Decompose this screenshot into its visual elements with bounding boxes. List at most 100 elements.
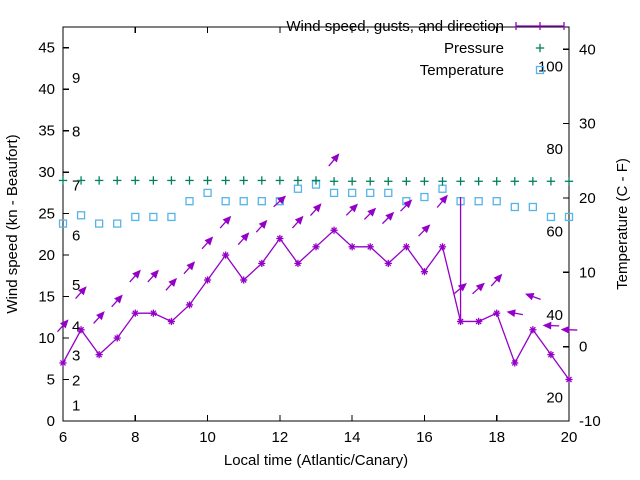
wind-speed-point [258, 260, 265, 267]
chart-legend: Wind speed, gusts, and direction Pressure… [286, 18, 565, 79]
left-axis-title: Wind speed (kn - Beaufort) [4, 134, 21, 313]
left-tick-label: 30 [38, 164, 55, 181]
wind-speed-point [439, 243, 446, 250]
wind-speed-line [62, 229, 570, 380]
temperature-point [167, 212, 176, 222]
bottom-tick-label: 12 [272, 429, 289, 446]
fahrenheit-label: 80 [546, 141, 563, 158]
axis-titles: Wind speed (kn - Beaufort) Local time (At… [4, 134, 631, 469]
temperature-point [492, 197, 501, 206]
gust-arrow-head [525, 293, 535, 301]
gust-arrow-head [439, 194, 448, 204]
plot-frame [62, 26, 570, 422]
temperature-point [438, 184, 447, 193]
gust-arrow-head [421, 224, 431, 234]
gust-arrow-head [186, 261, 196, 271]
temperature-point [420, 192, 429, 202]
temperature-point [131, 212, 140, 222]
beaufort-scale-labels: 1 2 3 4 5 6 7 8 9 [72, 70, 80, 415]
wind-speed-point [493, 310, 500, 317]
gust-arrow-head [277, 195, 287, 205]
gust-arrow-head [349, 203, 359, 213]
wind-speed-point [294, 260, 301, 267]
fahrenheit-label: 100 [538, 59, 563, 76]
gust-arrow-head [475, 282, 485, 292]
wind-speed-point [511, 359, 518, 366]
plot-border [62, 26, 570, 422]
wind-speed-point [96, 351, 103, 358]
right-tick-label: 20 [579, 190, 596, 207]
series-wind-gusts [56, 153, 578, 334]
gust-arrow-head [168, 277, 178, 287]
temperature-point [58, 219, 68, 228]
wind-speed-point [349, 243, 356, 250]
beaufort-label: 2 [72, 373, 80, 390]
wind-speed-point [313, 243, 319, 250]
left-tick-label: 20 [38, 247, 55, 264]
beaufort-label: 7 [72, 178, 80, 195]
temperature-point [384, 188, 393, 198]
wind-speed-point [566, 376, 572, 383]
gust-arrow-head [403, 199, 413, 209]
temperature-point [474, 197, 483, 206]
gust-arrow-head [114, 294, 123, 304]
temperature-point [366, 188, 375, 198]
bottom-tick-label: 14 [344, 429, 361, 446]
left-tick-label: 35 [38, 123, 55, 140]
gust-arrow-head [240, 232, 250, 242]
temperature-point [221, 197, 230, 206]
wind-speed-point [475, 318, 482, 325]
gust-arrow-head [385, 211, 395, 221]
gust-arrow-head [96, 311, 105, 321]
wind-speed-point [114, 335, 121, 342]
temperature-point [329, 188, 339, 198]
wind-speed-point [168, 318, 175, 325]
wind-speed-point [529, 326, 536, 333]
left-tick-label: 40 [38, 81, 55, 98]
left-tick-label: 5 [47, 372, 55, 389]
right-tick-label: -10 [579, 413, 601, 430]
wind-speed-point [276, 235, 283, 242]
fahrenheit-scale-labels: 20 40 60 80 100 [538, 59, 563, 407]
bottom-tick-label: 20 [561, 429, 578, 446]
beaufort-label: 1 [72, 397, 80, 414]
gust-arrow-head [330, 153, 340, 163]
temperature-point [528, 202, 538, 212]
legend-entry-label: Temperature [420, 62, 504, 79]
wind-speed-point [60, 359, 66, 366]
bottom-tick-label: 6 [59, 429, 67, 446]
bottom-tick-label: 18 [488, 429, 505, 446]
gust-arrow-head [59, 319, 69, 329]
bottom-tick-label: 10 [199, 429, 216, 446]
bottom-axis-title: Local time (Atlantic/Canary) [224, 452, 408, 469]
temperature-point [293, 184, 303, 193]
wind-speed-point [385, 260, 392, 267]
temperature-point [185, 197, 194, 206]
right-tick-label: 30 [579, 116, 596, 133]
legend-temperature-sample [535, 65, 545, 75]
gust-arrow-head [542, 321, 552, 330]
wind-speed-point [240, 277, 247, 283]
gust-arrow-head [132, 269, 141, 279]
beaufort-label: 4 [72, 319, 80, 336]
gust-arrow-head [506, 309, 516, 318]
gust-arrow-head [560, 325, 570, 334]
gust-arrow-head [312, 203, 322, 213]
temperature-point [149, 212, 158, 222]
left-tick-label: 10 [38, 330, 55, 347]
legend-entry-label: Pressure [444, 40, 504, 57]
wind-speed-point [222, 252, 229, 259]
wind-speed-point [331, 227, 338, 234]
left-axis-ticks: 0 5 10 15 20 25 30 35 40 45 [38, 40, 69, 430]
beaufort-label: 6 [72, 227, 80, 244]
temperature-point [564, 212, 574, 222]
wind-speed-point [132, 310, 139, 317]
temperature-point [347, 188, 357, 198]
gust-arrow-head [222, 215, 232, 225]
beaufort-label: 8 [72, 124, 80, 141]
right-tick-label: 0 [579, 339, 587, 356]
bottom-axis-ticks: 6 8 10 12 14 16 18 20 [59, 27, 578, 446]
gust-arrow-head [294, 215, 304, 225]
